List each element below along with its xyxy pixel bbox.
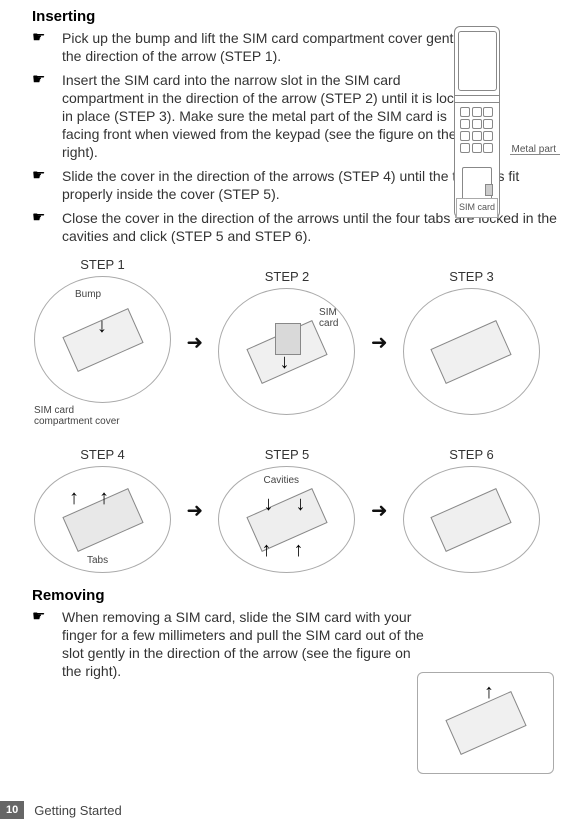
bullet-text: Pick up the bump and lift the SIM card c…: [62, 29, 482, 65]
arrow-up-icon: ↑: [261, 539, 271, 562]
chapter-title: Getting Started: [34, 803, 121, 818]
arrow-down-icon: ↓: [279, 351, 289, 374]
arrow-right-icon: ➜: [186, 498, 203, 523]
label-tabs: Tabs: [87, 555, 108, 566]
arrow-down-icon: ↓: [295, 493, 305, 516]
step-title: STEP 1: [34, 257, 171, 272]
step-title: STEP 3: [403, 269, 540, 284]
step-title: STEP 4: [34, 447, 171, 462]
arrow-down-icon: ↓: [99, 487, 109, 510]
arrow-right-icon: ➜: [371, 498, 388, 523]
arrow-right-icon: ➜: [371, 330, 388, 355]
hand-icon: ☛: [32, 209, 62, 227]
step2-figure: SIM card ↓: [218, 288, 355, 415]
steps-row-2: STEP 4 ↓ ↓ Tabs ➜ STEP 5 Cavities ↓ ↓ ↑ …: [14, 441, 560, 573]
heading-inserting: Inserting: [32, 8, 560, 25]
arrow-up-icon: ↑: [293, 539, 303, 562]
bullet-text: Insert the SIM card into the narrow slot…: [62, 71, 482, 161]
hand-icon: ☛: [32, 167, 62, 185]
label-sim-compartment-cover: SIM card compartment cover: [34, 405, 171, 427]
arrow-down-icon: ↓: [97, 315, 107, 338]
hand-icon: ☛: [32, 29, 62, 47]
step4-figure: ↓ ↓ Tabs: [34, 466, 171, 573]
removing-figure: ↑: [417, 672, 554, 774]
label-sim-card: SIM card: [456, 198, 498, 218]
label-sim-card: SIM card: [319, 307, 338, 329]
phone-figure: Metal part SIM card: [454, 26, 554, 221]
step1-figure: Bump ↓: [34, 276, 171, 403]
arrow-down-icon: ↓: [263, 493, 273, 516]
label-cavities: Cavities: [263, 475, 299, 486]
step3-figure: [403, 288, 540, 415]
bullet-item: ☛ When removing a SIM card, slide the SI…: [32, 608, 560, 680]
step6-figure: [403, 466, 540, 573]
page-number: 10: [0, 801, 24, 819]
hand-icon: ☛: [32, 608, 62, 626]
label-bump: Bump: [75, 289, 101, 300]
step-title: STEP 5: [218, 447, 355, 462]
arrow-right-icon: ➜: [186, 330, 203, 355]
steps-row-1: STEP 1 Bump ↓ SIM card compartment cover…: [14, 251, 560, 427]
step5-figure: Cavities ↓ ↓ ↑ ↑: [218, 466, 355, 573]
arrow-up-icon: ↑: [484, 681, 494, 704]
bullet-text: When removing a SIM card, slide the SIM …: [62, 608, 432, 680]
step-title: STEP 6: [403, 447, 540, 462]
label-metal-part: Metal part: [512, 144, 556, 155]
page-footer: 10 Getting Started: [0, 801, 122, 819]
step-title: STEP 2: [218, 269, 355, 284]
hand-icon: ☛: [32, 71, 62, 89]
heading-removing: Removing: [32, 587, 560, 604]
arrow-down-icon: ↓: [69, 487, 79, 510]
